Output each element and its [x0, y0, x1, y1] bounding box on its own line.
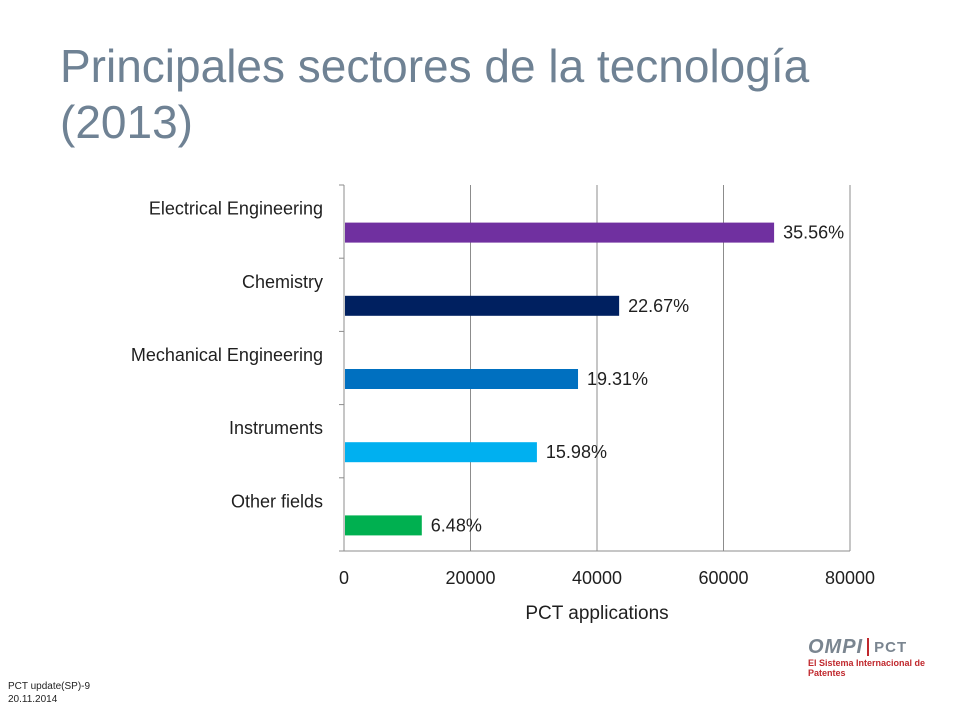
data-label: 35.56%	[783, 223, 844, 243]
category-label: Mechanical Engineering	[131, 345, 323, 365]
x-axis-title: PCT applications	[525, 603, 668, 624]
data-label: 6.48%	[431, 515, 482, 535]
x-tick-label: 20000	[445, 568, 495, 588]
data-label: 15.98%	[546, 442, 607, 462]
category-label: Instruments	[229, 418, 323, 438]
x-tick-label: 0	[339, 568, 349, 588]
logo-subtitle: El Sistema Internacional de Patentes	[808, 658, 926, 678]
x-tick-label: 40000	[572, 568, 622, 588]
footer-doc-ref: PCT update(SP)-9	[8, 681, 91, 692]
x-tick-label: 60000	[698, 568, 748, 588]
data-label: 22.67%	[628, 296, 689, 316]
ompi-wordmark: OMPI	[808, 635, 864, 658]
category-label: Electrical Engineering	[149, 199, 323, 219]
bar	[345, 515, 422, 536]
footer: PCT update(SP)-9 20.11.2014	[8, 680, 90, 706]
logo-divider	[867, 638, 870, 656]
slide-title: Principales sectores de la tecnología (2…	[60, 40, 810, 148]
bar	[345, 295, 620, 316]
category-label: Chemistry	[242, 272, 323, 292]
category-label: Other fields	[231, 491, 323, 511]
pct-wordmark: PCT	[874, 638, 908, 656]
data-label: 19.31%	[587, 369, 648, 389]
bar	[345, 222, 775, 243]
footer-date: 20.11.2014	[8, 694, 58, 705]
bar	[345, 369, 579, 389]
bar	[345, 442, 537, 463]
ompi-pct-logo: OMPI PCT El Sistema Internacional de Pat…	[808, 635, 948, 679]
bar-chart: Electrical Engineering 35.56% Chemistry 22.…	[131, 184, 875, 624]
x-tick-label: 80000	[825, 568, 875, 588]
